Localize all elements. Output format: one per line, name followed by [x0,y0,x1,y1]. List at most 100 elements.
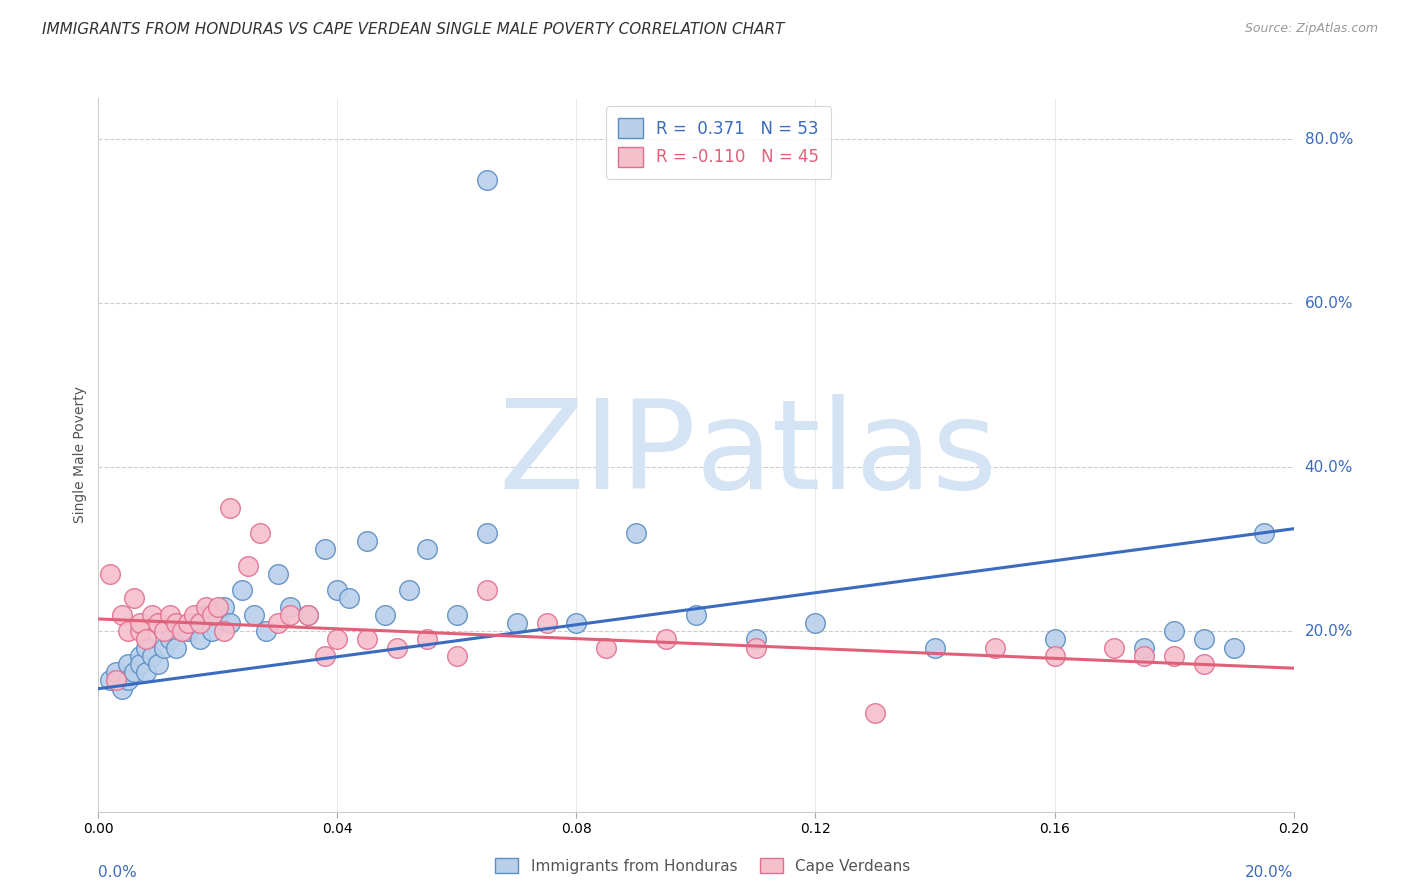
Point [297,607,319,622]
Point [374,607,396,622]
Point [188,616,211,631]
Point [506,616,529,631]
Point [207,607,229,622]
Point [135,632,157,647]
Y-axis label: Single Male Poverty: Single Male Poverty [73,386,87,524]
Point [231,583,253,598]
Point [243,607,266,622]
Point [475,173,498,187]
Point [983,640,1005,655]
Point [315,648,337,663]
Point [865,706,887,721]
Point [172,624,194,639]
Point [117,673,139,688]
Point [159,607,181,622]
Point [194,599,218,614]
Point [475,525,498,540]
Point [1163,648,1185,663]
Point [1192,632,1215,647]
Point [1133,640,1156,655]
Point [183,616,205,631]
Point [278,607,301,622]
Point [278,599,301,614]
Point [105,673,128,688]
Point [129,624,152,639]
Point [339,591,360,606]
Point [446,607,468,622]
Point [595,640,617,655]
Point [745,640,768,655]
Text: 0.0%: 0.0% [98,865,138,880]
Point [254,624,277,639]
Point [416,632,439,647]
Point [153,640,176,655]
Text: 20.0%: 20.0% [1305,624,1353,639]
Point [165,640,187,655]
Point [356,632,378,647]
Point [117,624,139,639]
Point [326,632,349,647]
Point [201,624,224,639]
Point [536,616,558,631]
Point [249,525,271,540]
Text: 20.0%: 20.0% [1246,865,1294,880]
Point [356,534,378,549]
Point [124,665,146,680]
Point [475,583,498,598]
Point [105,665,128,680]
Point [124,591,146,606]
Point [219,501,242,516]
Point [135,665,157,680]
Point [188,632,211,647]
Point [326,583,349,598]
Point [624,525,647,540]
Point [565,616,588,631]
Point [655,632,678,647]
Point [141,648,163,663]
Point [148,657,170,671]
Legend: Immigrants from Honduras, Cape Verdeans: Immigrants from Honduras, Cape Verdeans [489,852,917,880]
Text: 60.0%: 60.0% [1305,295,1353,310]
Point [117,657,139,671]
Point [297,607,319,622]
Point [183,607,205,622]
Point [129,616,152,631]
Point [1104,640,1126,655]
Point [129,648,152,663]
Point [98,673,122,688]
Point [398,583,420,598]
Point [1163,624,1185,639]
Point [194,607,218,622]
Point [135,640,157,655]
Point [446,648,468,663]
Point [148,616,170,631]
Point [212,624,235,639]
Point [685,607,707,622]
Point [1253,525,1275,540]
Point [129,657,152,671]
Point [315,542,337,557]
Text: atlas: atlas [696,394,998,516]
Point [236,558,259,573]
Text: 80.0%: 80.0% [1305,132,1353,146]
Point [1043,632,1066,647]
Point [804,616,827,631]
Point [201,607,224,622]
Point [385,640,409,655]
Point [111,607,134,622]
Point [924,640,946,655]
Text: 40.0%: 40.0% [1305,459,1353,475]
Text: ZIP: ZIP [498,394,696,516]
Point [416,542,439,557]
Point [153,624,176,639]
Point [177,616,200,631]
Point [1192,657,1215,671]
Point [165,616,187,631]
Point [212,599,235,614]
Point [267,566,290,581]
Point [141,607,163,622]
Point [1223,640,1246,655]
Point [111,681,134,696]
Legend: R =  0.371   N = 53, R = -0.110   N = 45: R = 0.371 N = 53, R = -0.110 N = 45 [606,106,831,178]
Text: Source: ZipAtlas.com: Source: ZipAtlas.com [1244,22,1378,36]
